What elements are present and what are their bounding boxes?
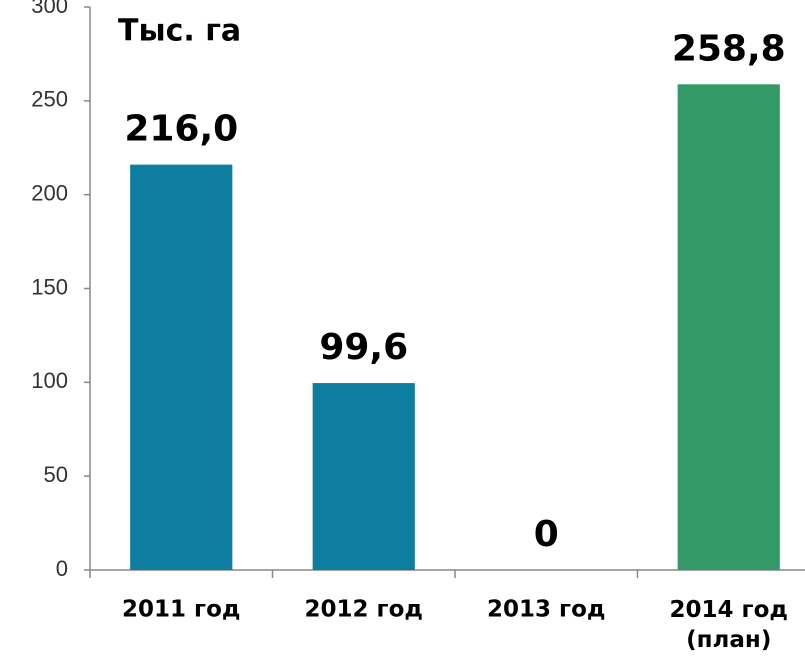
chart-title: Тыс. га xyxy=(118,14,241,49)
x-tick-label: 2012 год xyxy=(305,597,423,623)
x-tick-label: 2011 год xyxy=(122,597,240,623)
bar xyxy=(677,84,780,570)
value-label: 99,6 xyxy=(319,327,408,368)
bar xyxy=(312,383,415,570)
value-label: 258,8 xyxy=(672,28,786,69)
y-tick-label: 250 xyxy=(31,87,68,112)
value-label: 216,0 xyxy=(124,109,238,150)
value-label: 0 xyxy=(534,514,559,555)
x-tick-label: 2014 год (план) xyxy=(670,597,788,653)
y-tick-label: 150 xyxy=(31,274,68,299)
y-tick-label: 100 xyxy=(31,368,68,393)
bar xyxy=(130,164,233,570)
y-tick-label: 300 xyxy=(31,0,68,18)
y-tick-label: 0 xyxy=(56,556,68,581)
x-tick-label: 2013 год xyxy=(487,597,605,623)
y-tick-label: 50 xyxy=(44,462,68,487)
y-tick-label: 200 xyxy=(31,180,68,205)
